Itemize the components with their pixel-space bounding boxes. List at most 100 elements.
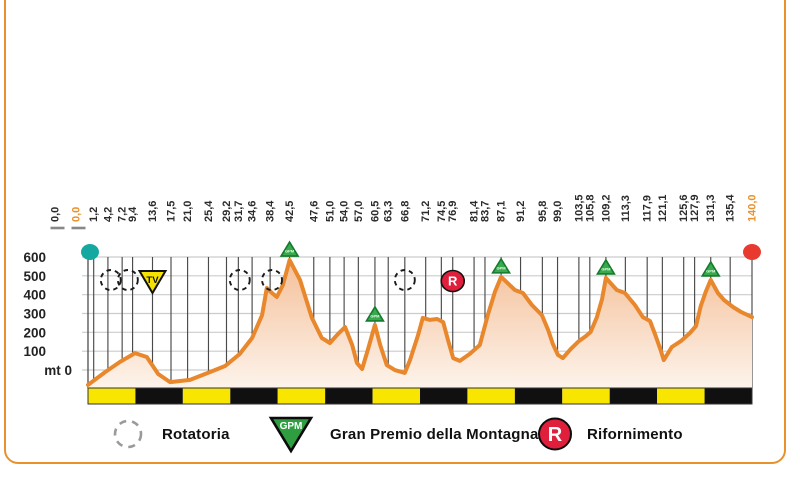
x-axis-label: 34,6 [247, 201, 259, 222]
km-ribbon-block [420, 388, 468, 404]
x-axis-label: 29,2 [221, 201, 233, 222]
y-axis-label: 400 [23, 288, 46, 303]
gpm-marker-icon [279, 240, 300, 257]
x-axis-label: 57,0 [353, 201, 365, 222]
legend-label-gpm: Gran Premio della Montagna [330, 425, 539, 443]
x-axis-label: 117,9 [642, 195, 654, 222]
x-axis-label: 113,3 [620, 195, 632, 222]
km-ribbon-block [277, 388, 326, 404]
gpm-marker-text: GPM [706, 268, 716, 273]
x-axis-label: 109,2 [600, 194, 612, 222]
km-ribbon-block [88, 388, 136, 404]
legend-item-gpm: GPM Gran Premio della Montagna [268, 408, 539, 460]
km-ribbon-block [135, 388, 183, 404]
rotatoria-marker-icon [261, 269, 283, 291]
km-ribbon-block [704, 388, 752, 404]
rotatoria-marker-icon [228, 269, 251, 291]
x-axis-label: 127,9 [689, 194, 701, 222]
x-axis-label: 47,6 [308, 201, 320, 222]
x-axis-label: 31,7 [233, 201, 245, 222]
km-ribbon-block [514, 388, 563, 404]
km-ribbon-block [372, 388, 420, 404]
y-axis-label: 500 [23, 269, 46, 284]
km-ribbon-block [562, 388, 610, 404]
x-axis-label: 76,9 [447, 201, 459, 222]
finish-marker-icon [743, 244, 761, 260]
rifornimento-marker-icon [440, 269, 466, 293]
legend-item-rifornimento: R Rifornimento [537, 408, 683, 460]
x-axis-label: 38,4 [265, 200, 277, 222]
x-axis-label: 1,2 [88, 207, 100, 222]
gpm-icon: GPM [268, 416, 314, 454]
rotatoria-marker-icon [393, 269, 416, 291]
km-ribbon-block [467, 388, 515, 404]
gpm-marker-icon [365, 305, 385, 322]
x-axis-label: 21,0 [182, 201, 194, 222]
y-axis-label: 600 [23, 250, 46, 265]
km-ribbon-block [230, 388, 278, 404]
x-axis-label: 17,5 [166, 201, 178, 222]
x-axis-label: 7,2 [117, 207, 129, 222]
gpm-marker-text: GPM [601, 266, 611, 271]
x-axis-label: 42,5 [284, 201, 296, 222]
x-axis-label: 74,5 [436, 201, 448, 222]
km-ribbon-border [87, 387, 753, 405]
rifornimento-icon-text: R [548, 424, 563, 446]
x-axis-label: 60,5 [369, 201, 381, 222]
gpm-marker-icon [595, 258, 616, 275]
x-axis-label: 13,6 [147, 201, 159, 222]
gpm-marker-icon [491, 257, 512, 274]
start-marker-icon [81, 244, 99, 260]
tv-marker-text: TV [146, 275, 159, 286]
x-axis-label: 87,1 [496, 201, 508, 222]
y-axis-label: 100 [23, 344, 46, 359]
km-ribbon-block [657, 388, 705, 404]
gpm-marker-icon [700, 260, 721, 277]
legend-label-rifornimento: Rifornimento [587, 425, 683, 443]
gpm-marker-text: GPM [497, 265, 507, 270]
y-axis-label: mt 0 [44, 363, 72, 378]
gpm-icon-text: GPM [280, 421, 303, 432]
x-axis-label: 105,8 [584, 194, 596, 222]
legend-label-rotatoria: Rotatoria [162, 425, 230, 443]
x-axis-label: 66,8 [399, 201, 411, 222]
x-axis-label: 131,3 [705, 194, 717, 222]
rotatoria-marker-icon [99, 269, 122, 291]
x-axis-label: 83,7 [479, 201, 491, 222]
elevation-area [88, 260, 752, 388]
x-axis-label: 51,0 [324, 201, 336, 222]
x-axis-label: 0,0 [71, 207, 83, 222]
rotatoria-marker-icon [116, 269, 139, 291]
x-axis-label: 91,2 [515, 201, 527, 222]
x-axis-label: 71,2 [420, 201, 432, 222]
x-axis-label: 140,0 [747, 194, 759, 222]
x-axis-label: 99,0 [552, 201, 564, 222]
legend: Rotatoria GPM Gran Premio della Montagna… [0, 408, 800, 460]
rifornimento-marker-text: R [448, 274, 458, 289]
x-axis-label: 95,8 [537, 201, 549, 222]
km-ribbon-block [182, 388, 231, 404]
x-axis-label: 4,2 [102, 207, 114, 222]
km-ribbon-block [325, 388, 373, 404]
x-axis-label: 25,4 [203, 200, 215, 222]
x-axis-label: 0,0 [50, 207, 62, 222]
x-axis-label: 81,4 [469, 200, 481, 222]
y-axis-label: 200 [23, 325, 46, 340]
rotatoria-icon [113, 419, 143, 449]
gpm-marker-text: GPM [285, 249, 295, 254]
legend-item-rotatoria: Rotatoria [112, 408, 230, 460]
x-axis-label: 63,3 [383, 201, 395, 222]
rifornimento-icon: R [538, 417, 572, 451]
x-axis-label: 135,4 [725, 194, 737, 222]
tv-marker-icon [137, 270, 168, 295]
x-axis-label: 9,4 [127, 206, 139, 222]
km-ribbon-block [609, 388, 658, 404]
x-axis-label: 103,5 [573, 194, 585, 222]
x-axis-label: 54,0 [339, 201, 351, 222]
x-axis-label: 125,6 [678, 194, 690, 222]
gpm-marker-text: GPM [370, 313, 380, 318]
x-axis-label: 121,1 [657, 194, 669, 222]
y-axis-label: 300 [23, 307, 46, 322]
